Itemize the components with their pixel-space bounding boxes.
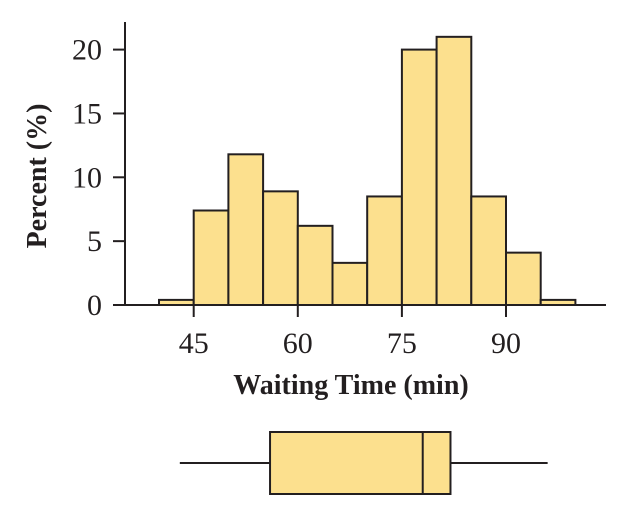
- boxplot-box: [269, 431, 452, 495]
- histogram-axes: [124, 22, 606, 306]
- histogram-bar: [435, 35, 473, 307]
- histogram-bar: [227, 153, 265, 306]
- x-tick-label: 90: [491, 327, 521, 360]
- histogram-bar: [505, 251, 542, 307]
- histogram-bar: [262, 190, 299, 306]
- y-axis-label: Percent (%): [22, 104, 53, 249]
- y-axis-ticks: 0 5 10 15 20: [72, 34, 125, 322]
- x-axis-label: Waiting Time (min): [233, 370, 468, 401]
- y-tick-label: 5: [87, 225, 102, 258]
- y-tick-label: 0: [87, 289, 102, 322]
- x-tick-label: 45: [179, 327, 209, 360]
- histogram-bar: [400, 48, 438, 306]
- y-tick-label: 20: [72, 34, 102, 67]
- x-tick-label: 75: [387, 327, 417, 360]
- histogram-bar: [296, 224, 334, 307]
- histogram-bar: [366, 195, 403, 306]
- y-tick-label: 10: [72, 161, 102, 194]
- x-axis-ticks: 45 60 75 90: [179, 305, 521, 360]
- histogram-bar: [192, 209, 230, 306]
- x-tick-label: 60: [283, 327, 313, 360]
- boxplot: [179, 431, 548, 495]
- y-tick-label: 15: [72, 97, 102, 130]
- histogram-bar: [470, 195, 507, 306]
- histogram-bars: [158, 35, 577, 307]
- histogram-bar: [331, 261, 369, 307]
